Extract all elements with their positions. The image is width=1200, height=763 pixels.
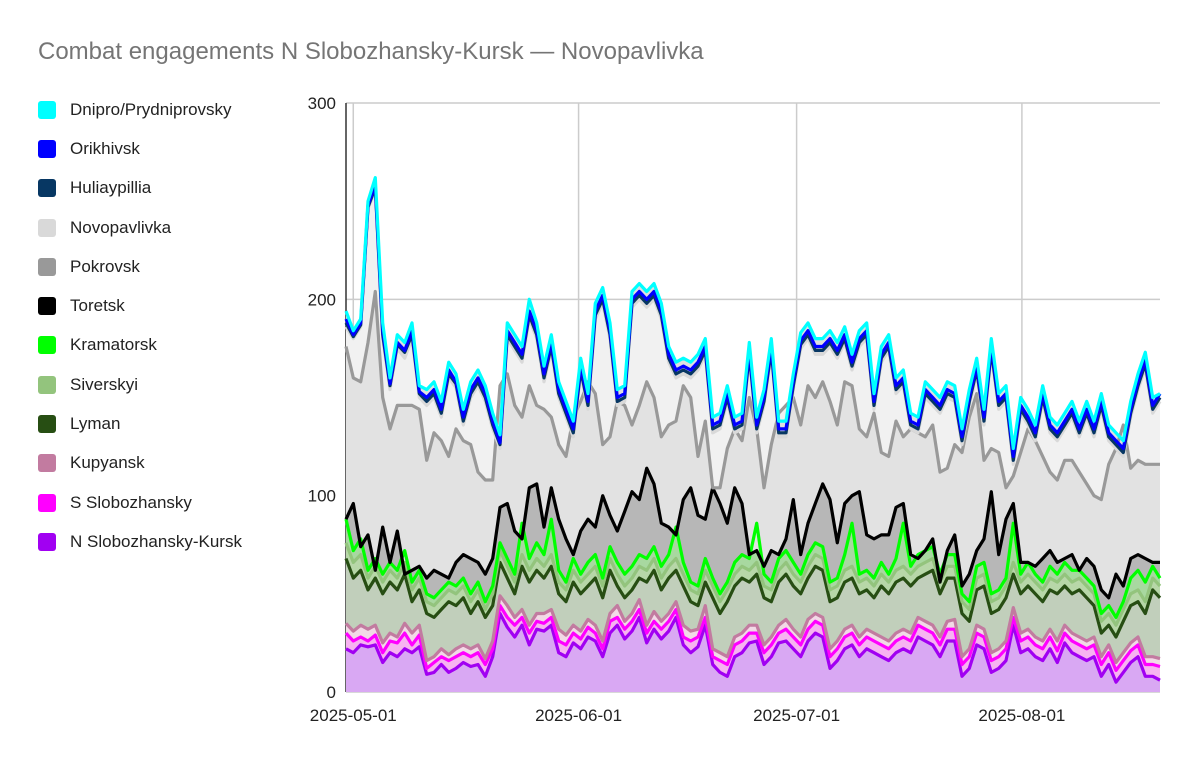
area-n-slobozhansky-kursk [346, 613, 1160, 692]
legend-label: N Slobozhansky-Kursk [70, 531, 242, 551]
legend-label: Lyman [70, 414, 121, 434]
legend-label: Toretsk [70, 296, 125, 316]
legend-swatch [38, 139, 56, 158]
legend-item: Lyman [38, 404, 242, 443]
line-s-slobozhansky [344, 603, 1161, 673]
line-toretsk [344, 466, 1160, 600]
legend-swatch [38, 218, 56, 237]
legend-label: Siverskyi [70, 374, 139, 394]
x-tick-label: 2025-07-01 [753, 706, 840, 725]
area-pokrovsk [346, 291, 1160, 598]
legend-item: Kramatorsk [38, 326, 242, 365]
legend-swatch [38, 454, 56, 473]
x-tick-label: 2025-05-01 [310, 706, 397, 725]
line-kramatorsk [344, 517, 1162, 620]
legend: Dnipro/Prydniprovsky Orikhivsk Huliaypilli… [38, 90, 242, 562]
legend-swatch [38, 493, 56, 512]
legend-item: Siverskyi [38, 365, 242, 404]
line-pokrovsk [344, 289, 1160, 502]
legend-swatch [38, 100, 56, 119]
line-kupyansk [344, 594, 1161, 665]
legend-item: Kupyansk [38, 444, 242, 483]
line-siverskyi [344, 542, 1162, 627]
legend-label: Orikhivsk [70, 138, 140, 158]
legend-item: Dnipro/Prydniprovsky [38, 90, 242, 129]
legend-swatch [38, 257, 56, 276]
area-novopavlivka [346, 189, 1160, 500]
legend-label: Novopavlivka [70, 217, 172, 237]
legend-item: Orikhivsk [38, 129, 242, 168]
legend-swatch [38, 532, 56, 551]
y-tick-label: 100 [308, 487, 336, 506]
x-tick-label: 2025-08-01 [978, 706, 1065, 725]
area-lyman [346, 558, 1160, 663]
area-kramatorsk [346, 519, 1160, 626]
legend-item: Toretsk [38, 286, 242, 325]
legend-label: S Slobozhansky [70, 492, 192, 512]
legend-label: Huliaypillia [70, 178, 152, 198]
legend-label: Pokrovsk [70, 256, 140, 276]
legend-item: S Slobozhansky [38, 483, 242, 522]
line-n-slobozhansky-kursk [345, 611, 1161, 684]
chart-title: Combat engagements N Slobozhansky-Kursk … [38, 38, 704, 65]
y-tick-label: 300 [308, 94, 336, 113]
legend-swatch [38, 179, 56, 198]
legend-label: Kupyansk [70, 453, 145, 473]
x-tick-label: 2025-06-01 [535, 706, 622, 725]
legend-swatch [38, 375, 56, 394]
legend-item: Novopavlivka [38, 208, 242, 247]
legend-label: Kramatorsk [70, 335, 157, 355]
line-lyman [344, 557, 1162, 639]
legend-item: Pokrovsk [38, 247, 242, 286]
line-dnipro-prydniprovsky [344, 176, 1161, 451]
legend-swatch [38, 415, 56, 434]
legend-item: N Slobozhansky-Kursk [38, 522, 242, 561]
legend-swatch [38, 336, 56, 355]
legend-swatch [38, 297, 56, 316]
y-tick-label: 200 [308, 290, 336, 309]
y-tick-label: 0 [327, 683, 336, 702]
legend-label: Dnipro/Prydniprovsky [70, 99, 232, 119]
legend-item: Huliaypillia [38, 169, 242, 208]
